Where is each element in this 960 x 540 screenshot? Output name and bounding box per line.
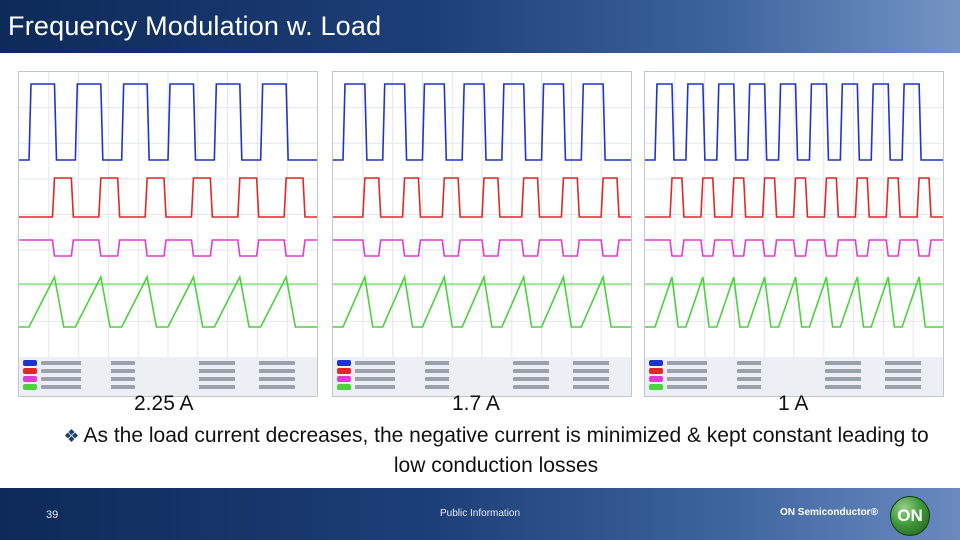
ch2-trace [333, 177, 631, 218]
channel-swatch [23, 376, 37, 382]
channel-swatch [337, 384, 351, 390]
slide-header: Frequency Modulation w. Load [0, 0, 960, 53]
ch3-trace [19, 239, 317, 257]
readout-value [825, 369, 861, 373]
readout-value [825, 385, 861, 389]
channel-swatch [337, 368, 351, 374]
ch1-trace [645, 83, 943, 161]
channel-swatch [649, 368, 663, 374]
readout-value [111, 361, 135, 365]
ch4-trace [19, 274, 317, 328]
readout-value [885, 369, 921, 373]
readout-value [199, 385, 235, 389]
readout-value [425, 369, 449, 373]
oscilloscope-capture-1a [644, 71, 944, 397]
readout-value [199, 361, 235, 365]
channel-readout [41, 385, 81, 389]
readout-value [885, 385, 921, 389]
readout-value [513, 385, 549, 389]
readout-value [111, 369, 135, 373]
readout-value [573, 361, 609, 365]
readout-value [513, 361, 549, 365]
ch1-trace [333, 83, 631, 161]
ch2-trace [645, 177, 943, 218]
on-semiconductor-logo: ON [890, 496, 930, 536]
readout-value [573, 377, 609, 381]
ch3-trace [645, 239, 943, 257]
slide-title: Frequency Modulation w. Load [8, 11, 382, 41]
bullet-text: ❖ As the load current decreases, the nega… [56, 421, 936, 481]
channel-swatch [337, 360, 351, 366]
readout-value [885, 361, 921, 365]
readout-value [573, 385, 609, 389]
channel-readout [355, 385, 395, 389]
readout-value [199, 377, 235, 381]
readout-value [425, 377, 449, 381]
readout-value [259, 385, 295, 389]
bullet-diamond-icon: ❖ [63, 426, 80, 446]
readout-value [825, 377, 861, 381]
channel-readout [355, 369, 395, 373]
channel-readout [667, 385, 707, 389]
channel-readout [41, 377, 81, 381]
brand-name: ON Semiconductor® [780, 507, 878, 518]
load-label-1a: 1 A [778, 392, 809, 415]
readout-value [885, 377, 921, 381]
readout-value [825, 361, 861, 365]
slide-footer: 39 Public Information ON Semiconductor® … [0, 488, 960, 540]
readout-value [111, 385, 135, 389]
channel-swatch [23, 368, 37, 374]
channel-readout [41, 361, 81, 365]
oscilloscope-capture-2-25a [18, 71, 318, 397]
scope-grid [19, 72, 317, 357]
channel-swatch [649, 376, 663, 382]
readout-value [737, 377, 761, 381]
readout-value [513, 377, 549, 381]
channel-readout [667, 377, 707, 381]
channel-readout [667, 361, 707, 365]
readout-value [573, 369, 609, 373]
load-label-2-25a: 2.25 A [134, 392, 194, 415]
readout-value [737, 361, 761, 365]
readout-value [111, 377, 135, 381]
channel-swatch [337, 376, 351, 382]
logo-text: ON [897, 506, 923, 525]
channel-swatch [649, 360, 663, 366]
readout-value [259, 377, 295, 381]
ch4-trace [333, 274, 631, 328]
public-information-label: Public Information [440, 508, 521, 519]
page-number: 39 [46, 509, 59, 521]
readout-value [199, 369, 235, 373]
readout-value [259, 369, 295, 373]
readout-value [425, 361, 449, 365]
readout-value [425, 385, 449, 389]
scope-svg [19, 72, 317, 396]
channel-readout [355, 361, 395, 365]
channel-readout [355, 377, 395, 381]
scope-svg [333, 72, 631, 396]
channel-swatch [649, 384, 663, 390]
channel-readout [41, 369, 81, 373]
readout-value [737, 369, 761, 373]
oscilloscope-capture-1-7a [332, 71, 632, 397]
load-label-1-7a: 1.7 A [452, 392, 500, 415]
ch1-trace [19, 83, 317, 161]
channel-swatch [23, 384, 37, 390]
ch4-trace [645, 276, 943, 328]
readout-value [737, 385, 761, 389]
readout-value [513, 369, 549, 373]
channel-readout [667, 369, 707, 373]
readout-value [259, 361, 295, 365]
bullet-sentence: As the load current decreases, the negat… [83, 424, 929, 477]
ch2-trace [19, 177, 317, 218]
scope-svg [645, 72, 943, 396]
channel-swatch [23, 360, 37, 366]
ch3-trace [333, 239, 631, 257]
